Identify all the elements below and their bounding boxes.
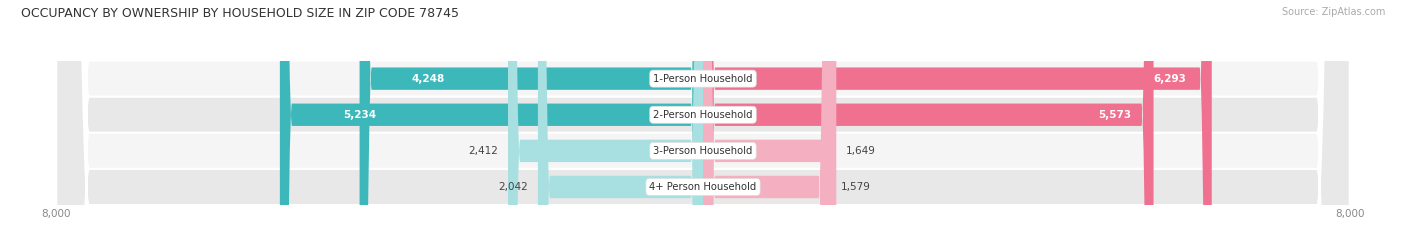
FancyBboxPatch shape — [56, 0, 1350, 233]
Text: 1,649: 1,649 — [846, 146, 876, 156]
Text: 5,573: 5,573 — [1098, 110, 1130, 120]
FancyBboxPatch shape — [703, 0, 837, 233]
Text: 4+ Person Household: 4+ Person Household — [650, 182, 756, 192]
FancyBboxPatch shape — [280, 0, 703, 233]
Text: 4,248: 4,248 — [411, 74, 444, 84]
Text: 2,412: 2,412 — [468, 146, 498, 156]
FancyBboxPatch shape — [56, 0, 1350, 233]
Text: Source: ZipAtlas.com: Source: ZipAtlas.com — [1281, 7, 1385, 17]
Text: 2,042: 2,042 — [499, 182, 529, 192]
Text: 3-Person Household: 3-Person Household — [654, 146, 752, 156]
FancyBboxPatch shape — [56, 0, 1350, 233]
FancyBboxPatch shape — [703, 0, 1153, 233]
Text: 6,293: 6,293 — [1153, 74, 1187, 84]
Text: 2-Person Household: 2-Person Household — [654, 110, 752, 120]
FancyBboxPatch shape — [703, 0, 831, 233]
FancyBboxPatch shape — [360, 0, 703, 233]
FancyBboxPatch shape — [508, 0, 703, 233]
Text: 1,579: 1,579 — [841, 182, 870, 192]
FancyBboxPatch shape — [703, 0, 1212, 233]
Text: 1-Person Household: 1-Person Household — [654, 74, 752, 84]
FancyBboxPatch shape — [538, 0, 703, 233]
Text: OCCUPANCY BY OWNERSHIP BY HOUSEHOLD SIZE IN ZIP CODE 78745: OCCUPANCY BY OWNERSHIP BY HOUSEHOLD SIZE… — [21, 7, 460, 20]
Text: 5,234: 5,234 — [343, 110, 377, 120]
FancyBboxPatch shape — [56, 0, 1350, 233]
